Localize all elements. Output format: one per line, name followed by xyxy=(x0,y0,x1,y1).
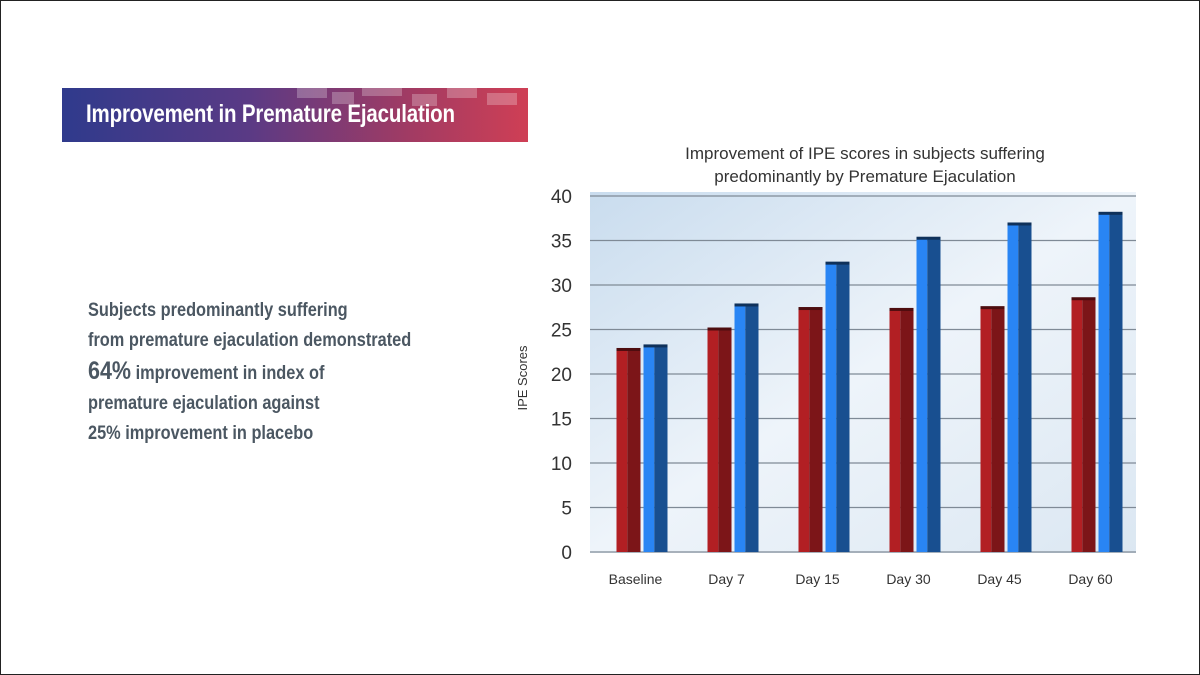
y-tick-label: 15 xyxy=(551,410,572,431)
desc-line: premature ejaculation against xyxy=(88,393,320,414)
bar-front xyxy=(1071,299,1083,552)
title-banner: Improvement in Premature Ejaculation xyxy=(62,88,528,142)
bar-side xyxy=(1109,213,1123,553)
bar-front xyxy=(825,263,837,552)
bar-side xyxy=(927,238,941,552)
chart-title-line: Improvement of IPE scores in subjects su… xyxy=(685,144,1045,163)
chart-title-line: predominantly by Premature Ejaculation xyxy=(714,167,1016,186)
bar-top xyxy=(889,307,914,311)
bar-front xyxy=(707,329,719,552)
bar-red-day-30 xyxy=(889,307,914,552)
chart-title: Improvement of IPE scores in subjects su… xyxy=(600,142,1130,188)
y-tick-label: 30 xyxy=(551,276,572,297)
bar-top xyxy=(916,236,941,240)
x-tick-label: Day 45 xyxy=(977,571,1022,587)
bar-front xyxy=(616,349,628,552)
y-tick-label: 20 xyxy=(551,365,572,386)
x-tick-label: Day 30 xyxy=(886,571,931,587)
desc-line: from premature ejaculation demonstrated xyxy=(88,330,412,351)
bar-front xyxy=(643,346,655,552)
y-axis-label: IPE Scores xyxy=(515,345,530,411)
bar-top xyxy=(616,347,641,351)
desc-line: 64% improvement in index of xyxy=(88,356,411,389)
bar-blue-day-45 xyxy=(1007,222,1032,553)
bar-top xyxy=(643,344,668,348)
bar-blue-day-15 xyxy=(825,261,850,552)
y-tick-label: 0 xyxy=(561,543,572,564)
x-tick-label: Day 7 xyxy=(708,571,745,587)
bar-top xyxy=(825,261,850,265)
bar-side xyxy=(991,308,1005,552)
bar-red-baseline xyxy=(616,347,641,552)
bar-red-day-15 xyxy=(798,307,823,552)
bar-top xyxy=(1071,297,1096,301)
bar-blue-day-60 xyxy=(1098,211,1123,553)
y-tick-label: 25 xyxy=(551,321,572,342)
bar-side xyxy=(1018,224,1032,553)
x-tick-label: Day 15 xyxy=(795,571,840,587)
bar-side xyxy=(900,309,914,552)
bar-top xyxy=(734,303,759,307)
bar-front xyxy=(916,238,928,552)
bar-front xyxy=(798,309,810,552)
bar-blue-day-7 xyxy=(734,303,759,552)
y-tick-label: 40 xyxy=(551,187,572,208)
description-text: Subjects predominantly suffering from pr… xyxy=(88,296,411,449)
desc-line: 25% improvement in placebo xyxy=(88,423,314,444)
y-tick-label: 35 xyxy=(551,232,572,253)
bar-side xyxy=(836,263,850,552)
plot-background xyxy=(590,192,1136,553)
bar-top xyxy=(798,307,823,311)
bar-side xyxy=(745,305,759,552)
desc-line-rest: improvement in index of xyxy=(131,363,325,384)
bar-top xyxy=(1098,211,1123,215)
x-tick-label: Baseline xyxy=(609,571,663,587)
x-tick-label: Day 60 xyxy=(1068,571,1113,587)
bar-side xyxy=(627,349,641,552)
bar-top xyxy=(707,327,732,331)
bar-front xyxy=(1007,224,1019,553)
bar-front xyxy=(734,305,746,552)
bar-red-day-60 xyxy=(1071,297,1096,552)
banner-title: Improvement in Premature Ejaculation xyxy=(86,100,455,128)
bar-front xyxy=(1098,213,1110,553)
bar-side xyxy=(718,329,732,552)
y-tick-label: 10 xyxy=(551,454,572,475)
bar-top xyxy=(1007,222,1032,226)
bar-blue-day-30 xyxy=(916,236,941,552)
bar-front xyxy=(889,309,901,552)
bar-red-day-45 xyxy=(980,306,1005,552)
bar-side xyxy=(809,309,823,552)
y-tick-label: 5 xyxy=(561,499,572,520)
bar-top xyxy=(980,306,1005,310)
desc-line: Subjects predominantly suffering xyxy=(88,300,348,321)
highlight-percent: 64% xyxy=(88,357,132,385)
bar-red-day-7 xyxy=(707,327,732,552)
bar-side xyxy=(654,346,668,552)
bar-side xyxy=(1082,299,1096,552)
bar-blue-baseline xyxy=(643,344,668,552)
bar-front xyxy=(980,308,992,552)
